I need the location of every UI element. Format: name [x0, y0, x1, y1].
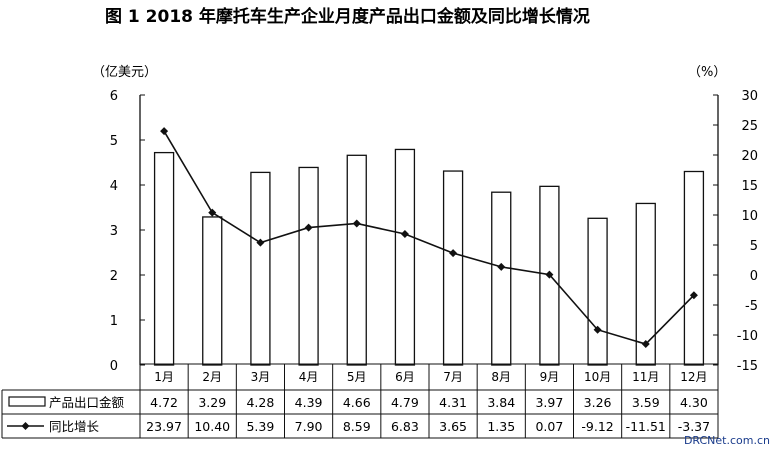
bar	[442, 170, 464, 366]
bar-data-label: 4.30	[680, 395, 708, 410]
axes: 0 1 2 3 4 5 6 -15 -10 -5 0 5 10 15 20 25 30	[110, 89, 758, 374]
growth-point	[400, 230, 409, 239]
y-right-tick-label: 0	[750, 269, 758, 284]
bar-series	[153, 148, 705, 366]
y-left-tick-label: 0	[110, 359, 118, 374]
x-category-label: 11月	[632, 370, 659, 384]
y-left-tick-label: 2	[110, 269, 118, 284]
line-data-label: 3.65	[439, 419, 467, 434]
y-right-tick-label: 30	[741, 89, 758, 104]
y-left-tick-label: 4	[110, 179, 118, 194]
bar-data-label: 3.84	[487, 395, 515, 410]
bar-data-label: 3.59	[632, 395, 660, 410]
growth-point	[352, 219, 361, 228]
bar	[491, 191, 512, 366]
bar-data-label: 4.66	[343, 395, 371, 410]
bar-data-label: 3.26	[584, 395, 612, 410]
y-right-tick-label: 25	[741, 119, 758, 134]
growth-point	[641, 340, 650, 349]
bar-data-label: 4.28	[246, 395, 274, 410]
bar-data-label: 3.29	[198, 395, 226, 410]
bar	[298, 166, 319, 366]
x-category-label: 5月	[347, 370, 367, 384]
line-data-label: 7.90	[295, 419, 323, 434]
line-data-label: 1.35	[487, 419, 515, 434]
data-table: 1月 2月 3月 4月 5月 6月 7月 8月 9月 10月 11月 12月 4.72 3.29 4.28 4…	[1, 363, 719, 439]
line-data-label: 5.39	[246, 419, 274, 434]
line-data-label: 23.97	[146, 419, 182, 434]
bar	[683, 170, 705, 366]
y-left-tick-label: 6	[110, 89, 118, 104]
x-category-label: 12月	[680, 370, 707, 384]
y-right-unit: （%）	[688, 65, 726, 80]
x-category-label: 2月	[202, 370, 222, 384]
watermark: DRCNet.com.cn	[684, 434, 770, 447]
x-category-label: 1月	[154, 370, 174, 384]
y-left-tick-label: 3	[110, 224, 118, 239]
line-data-label: 6.83	[391, 419, 419, 434]
chart-title: 图 1 2018 年摩托车生产企业月度产品出口金额及同比增长情况	[105, 6, 590, 27]
y-right-tick-label: 5	[750, 239, 758, 254]
legend-label-growth: 同比增长	[49, 419, 100, 434]
line-data-label: 8.59	[343, 419, 371, 434]
line-series	[160, 127, 698, 349]
bar-data-label: 3.97	[535, 395, 563, 410]
y-right-tick-label: -5	[745, 299, 758, 314]
line-data-label: 10.40	[194, 419, 230, 434]
line-data-label: -3.37	[678, 419, 710, 434]
y-left-tick-label: 1	[110, 314, 118, 329]
bar	[346, 154, 367, 366]
line-data-label: -11.51	[626, 419, 666, 434]
bar	[250, 171, 271, 366]
legend-marker-key	[21, 422, 30, 430]
bar-data-label: 4.72	[150, 395, 178, 410]
growth-line	[163, 130, 695, 345]
bar	[587, 217, 608, 366]
x-category-label: 7月	[443, 370, 463, 384]
x-category-label: 10月	[584, 370, 611, 384]
growth-point	[689, 291, 698, 300]
x-category-label: 9月	[540, 370, 560, 384]
y-right-tick-label: 15	[741, 179, 758, 194]
bar-data-label: 4.31	[439, 395, 467, 410]
growth-point	[160, 127, 169, 136]
y-right-tick-label: 10	[741, 209, 758, 224]
bar-data-label: 4.79	[391, 395, 419, 410]
growth-point	[256, 238, 265, 247]
growth-point	[545, 270, 554, 279]
growth-point	[304, 223, 313, 232]
y-right-tick-label: -15	[737, 359, 758, 374]
legend-bar-key	[8, 396, 46, 407]
y-left-unit: （亿美元）	[92, 65, 157, 80]
x-category-label: 6月	[395, 370, 415, 384]
line-data-label: 0.07	[535, 419, 563, 434]
bar-data-label: 4.39	[295, 395, 323, 410]
growth-point	[208, 208, 217, 217]
bar	[202, 216, 223, 366]
x-category-label: 4月	[299, 370, 319, 384]
y-left-tick-label: 5	[110, 134, 118, 149]
y-right-tick-label: 20	[741, 149, 758, 164]
legend-label-export: 产品出口金额	[49, 395, 125, 410]
growth-point	[449, 249, 458, 258]
growth-point	[593, 325, 602, 334]
bar	[394, 148, 416, 366]
x-category-label: 3月	[251, 370, 271, 384]
line-data-label: -9.12	[581, 419, 613, 434]
bar	[635, 202, 656, 366]
bar	[153, 151, 175, 366]
x-category-label: 8月	[491, 370, 511, 384]
growth-point	[497, 262, 506, 271]
y-right-tick-label: -10	[737, 329, 758, 344]
